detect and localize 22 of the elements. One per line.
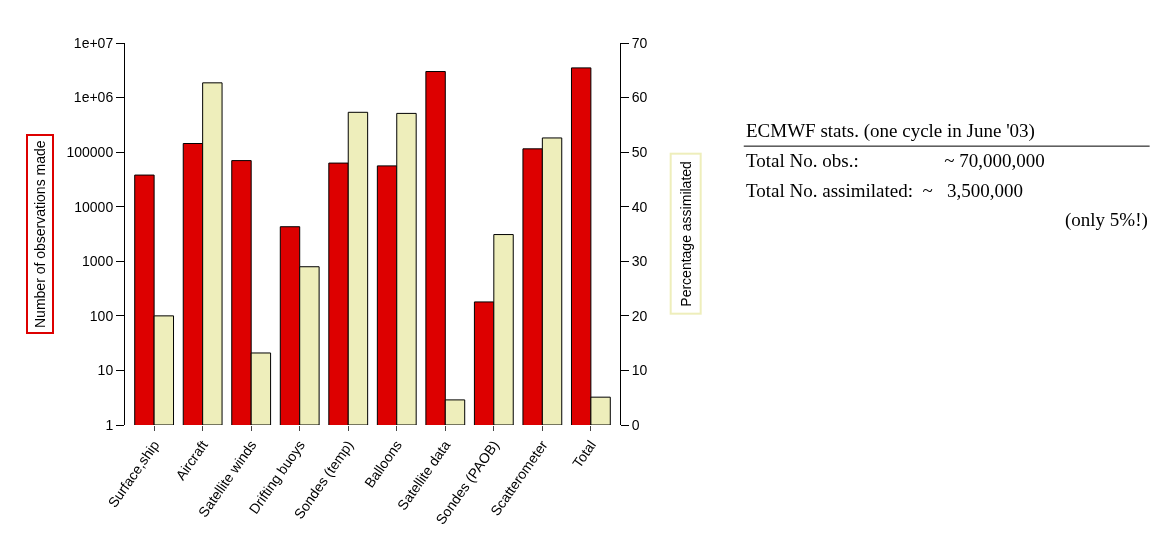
y2-tick-label: 20 [631, 307, 648, 324]
y2-tick-label: 50 [631, 144, 648, 161]
y2-tick-label: 10 [631, 362, 648, 379]
y-tick-label: 100 [89, 307, 114, 324]
y2-tick-label: 0 [631, 416, 640, 433]
y-tick-label: 1000 [82, 253, 114, 270]
y-tick-label: 10 [97, 362, 114, 379]
y2-tick-label: 70 [631, 34, 648, 51]
y-tick-label: 10000 [74, 198, 114, 215]
y-tick-label: 1 [105, 416, 114, 433]
y2-tick-label: 60 [631, 89, 648, 106]
text: (only 5%!) [1065, 209, 1148, 231]
y2-axis-title: Percentage assimilated [677, 161, 694, 307]
text: Total No. assimilated: ~ 3,500,000 [746, 180, 1024, 201]
y-tick-label: 1e+07 [73, 34, 114, 51]
text: Total No. obs.: ~ 70,000,000 [746, 150, 1045, 171]
y-tick-label: 1e+06 [73, 89, 114, 106]
text: ECMWF stats. (one cycle in June '03) [746, 120, 1035, 142]
y-axis-title: Number of observations made [32, 140, 48, 328]
y-tick-label: 100000 [66, 144, 114, 161]
y2-tick-label: 40 [631, 198, 648, 215]
y2-tick-label: 30 [631, 253, 648, 270]
